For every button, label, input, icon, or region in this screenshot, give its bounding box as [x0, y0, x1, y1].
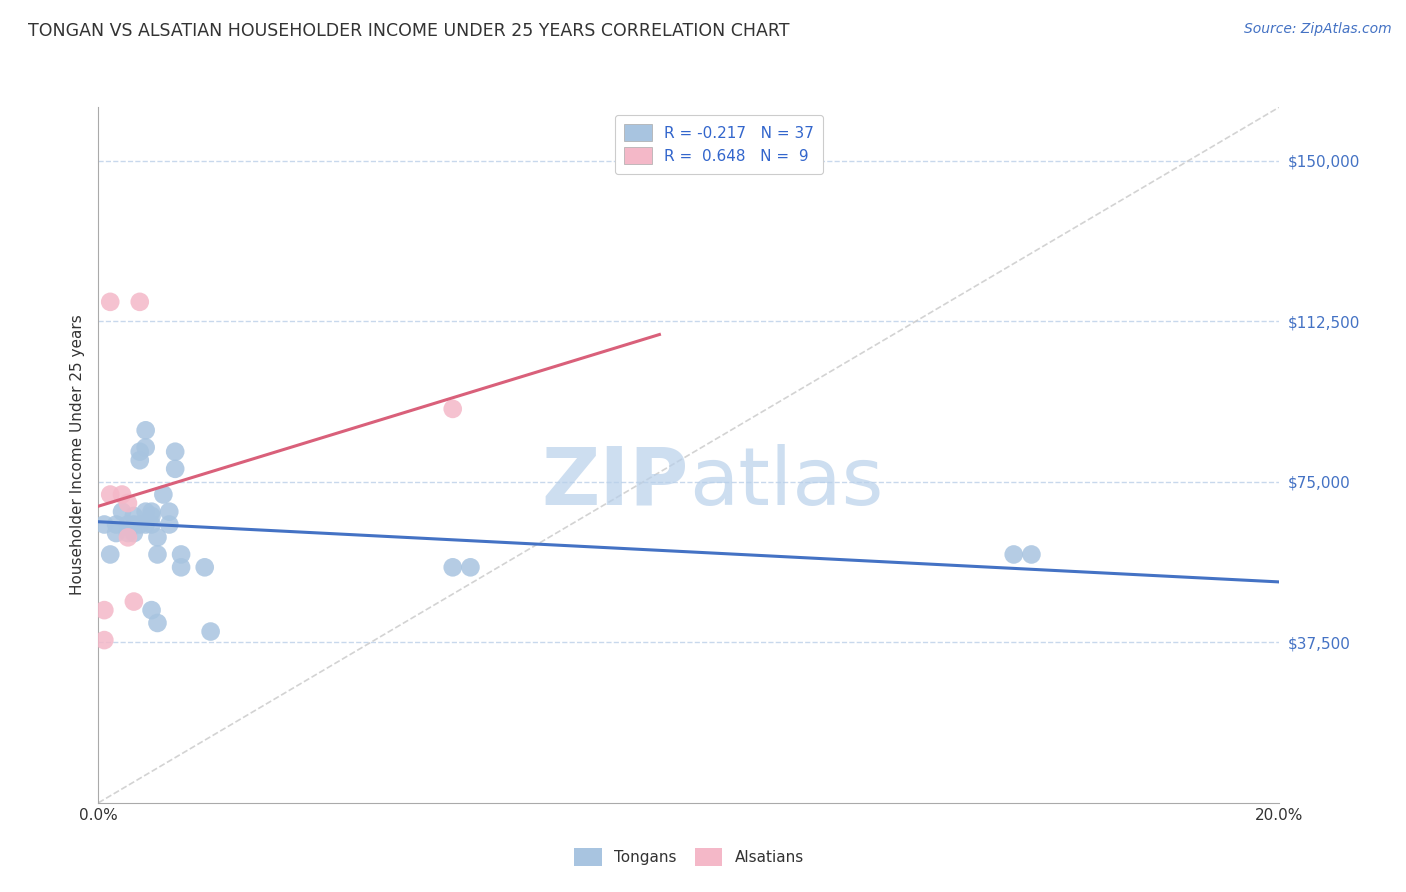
Point: [157, 505, 180, 519]
Point: [117, 517, 139, 532]
Point: [98, 487, 121, 501]
Point: [135, 505, 157, 519]
Point: [152, 487, 174, 501]
Point: [128, 444, 150, 458]
Point: [441, 401, 464, 416]
Point: [117, 530, 139, 544]
Point: [135, 441, 157, 455]
Point: [146, 530, 169, 544]
Point: [141, 517, 163, 532]
Point: [111, 505, 134, 519]
Point: [194, 560, 217, 574]
Point: [146, 548, 169, 562]
Point: [128, 294, 150, 309]
Point: [122, 517, 145, 532]
Point: [170, 548, 193, 562]
Point: [117, 496, 139, 510]
Point: [165, 444, 187, 458]
Point: [170, 560, 193, 574]
Point: [122, 526, 145, 541]
Point: [105, 526, 128, 541]
Point: [165, 462, 187, 476]
Point: [441, 560, 464, 574]
Point: [141, 603, 163, 617]
Point: [98, 294, 121, 309]
Text: Source: ZipAtlas.com: Source: ZipAtlas.com: [1244, 22, 1392, 37]
Point: [117, 526, 139, 541]
Point: [122, 594, 145, 608]
Point: [105, 517, 128, 532]
Point: [128, 517, 150, 532]
Point: [460, 560, 482, 574]
Point: [141, 505, 163, 519]
Point: [98, 548, 121, 562]
Point: [128, 453, 150, 467]
Point: [1002, 548, 1025, 562]
Point: [146, 615, 169, 630]
Point: [135, 423, 157, 437]
Text: atlas: atlas: [689, 443, 883, 522]
Point: [93, 603, 115, 617]
Point: [93, 517, 115, 532]
Y-axis label: Householder Income Under 25 years: Householder Income Under 25 years: [70, 315, 86, 595]
Legend: Tongans, Alsatians: Tongans, Alsatians: [565, 839, 813, 875]
Point: [1021, 548, 1043, 562]
Text: TONGAN VS ALSATIAN HOUSEHOLDER INCOME UNDER 25 YEARS CORRELATION CHART: TONGAN VS ALSATIAN HOUSEHOLDER INCOME UN…: [28, 22, 790, 40]
Text: ZIP: ZIP: [541, 443, 689, 522]
Point: [200, 624, 222, 639]
Point: [111, 487, 134, 501]
Point: [157, 517, 180, 532]
Point: [141, 508, 163, 523]
Point: [135, 517, 157, 532]
Point: [93, 633, 115, 648]
Point: [122, 508, 145, 523]
